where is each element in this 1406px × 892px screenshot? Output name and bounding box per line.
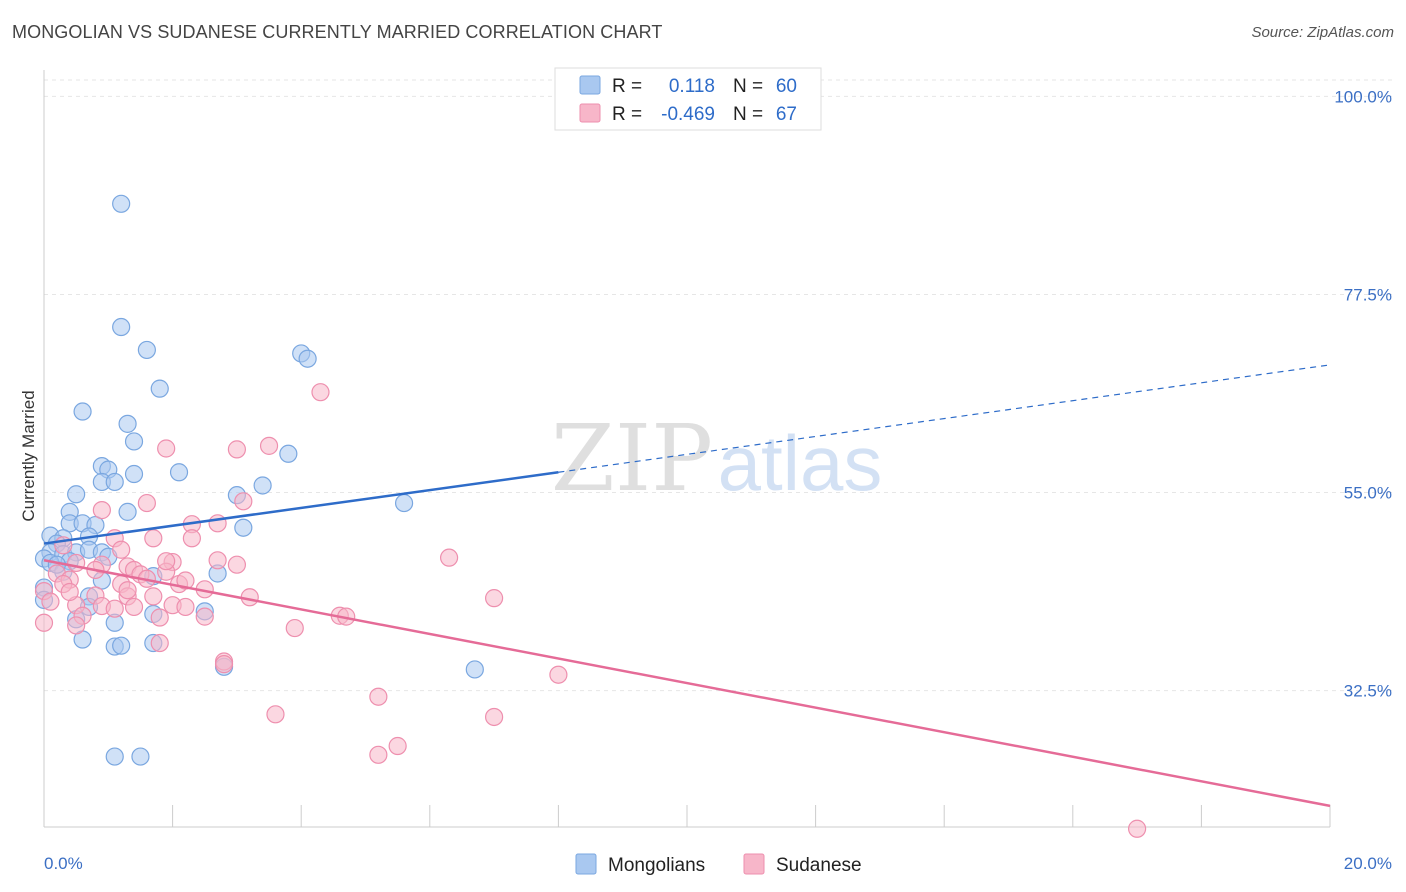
x-tick-label-0: 0.0% xyxy=(44,854,83,873)
mongolian-point-56 xyxy=(465,660,484,679)
sudanese-point-10 xyxy=(144,529,163,548)
stats-legend: R = 0.118 N = 60 R = -0.469 N = 67 xyxy=(554,67,822,131)
sudanese-point-40 xyxy=(176,597,195,617)
mongolian-point-15 xyxy=(105,472,124,492)
sudanese-trend-line xyxy=(43,559,1331,808)
mongolian-point-6 xyxy=(73,402,92,421)
sudanese-point-17 xyxy=(67,553,86,573)
watermark: ZIP atlas xyxy=(551,405,882,512)
mongolian-point-0 xyxy=(112,194,131,213)
sudanese-point-4 xyxy=(137,493,156,513)
sudanese-point-6 xyxy=(92,501,111,520)
sudanese-point-16 xyxy=(439,548,459,567)
mongolian-trend-line xyxy=(43,471,559,545)
mongolian-point-58 xyxy=(131,747,150,766)
chart-title: MONGOLIAN VS SUDANESE CURRENTLY MARRIED … xyxy=(12,22,663,42)
sudanese-point-57 xyxy=(388,736,407,756)
mongolian-point-25 xyxy=(234,518,253,537)
legend-mongolians-label: Mongolians xyxy=(608,855,705,876)
legend-n-value-1: 60 xyxy=(776,76,797,97)
mongolian-point-18 xyxy=(253,476,272,495)
sudanese-point-11 xyxy=(182,529,201,548)
sudanese-point-55 xyxy=(266,705,285,724)
sudanese-point-66 xyxy=(1127,819,1147,838)
sudanese-point-0 xyxy=(311,383,330,402)
mongolian-point-7 xyxy=(118,414,137,433)
y-axis-title: Currently Married xyxy=(19,390,38,521)
sudanese-point-64 xyxy=(118,581,137,600)
mongolian-point-21 xyxy=(118,502,137,521)
sudanese-point-35 xyxy=(41,592,60,611)
watermark-atlas: atlas xyxy=(718,419,883,507)
legend-n-label-2: N = xyxy=(733,104,763,125)
sudanese-point-3 xyxy=(259,436,279,455)
sudanese-point-49 xyxy=(34,613,54,632)
sudanese-point-44 xyxy=(195,607,214,626)
sudanese-point-50 xyxy=(150,633,169,653)
sudanese-point-1 xyxy=(157,439,176,458)
sudanese-point-47 xyxy=(67,616,86,635)
sudanese-point-65 xyxy=(60,582,79,602)
mongolian-trend-extension xyxy=(558,364,1331,473)
mongolian-point-1 xyxy=(112,317,131,337)
sudanese-point-52 xyxy=(214,655,234,674)
sudanese-point-8 xyxy=(208,514,227,533)
series-legend: Mongolians Sudanese xyxy=(575,853,862,876)
legend-r-label-2: R = xyxy=(612,104,642,125)
y-tick-label-0: 100.0% xyxy=(1334,87,1392,106)
mongolian-point-16 xyxy=(67,485,86,504)
sudanese-point-43 xyxy=(150,608,169,627)
mongolian-point-5 xyxy=(298,349,317,368)
sudanese-point-63 xyxy=(176,571,195,590)
mongolian-point-11 xyxy=(124,464,144,484)
sudanese-point-48 xyxy=(285,618,304,638)
mongolian-point-19 xyxy=(394,493,414,513)
mongolian-point-2 xyxy=(137,340,156,360)
sudanese-point-53 xyxy=(549,665,568,684)
sudanese-point-56 xyxy=(485,707,504,727)
y-tick-label-1: 77.5% xyxy=(1344,285,1392,304)
legend-r-label-1: R = xyxy=(612,76,642,97)
sudanese-swatch xyxy=(579,103,601,123)
legend-mongolians-swatch xyxy=(575,853,597,875)
y-tick-label-2: 55.0% xyxy=(1344,484,1392,503)
source-label: Source: ZipAtlas.com xyxy=(1251,24,1394,41)
legend-n-label-1: N = xyxy=(733,76,763,97)
mongolian-point-3 xyxy=(150,379,169,398)
sudanese-point-41 xyxy=(105,599,124,618)
y-tick-label-3: 32.5% xyxy=(1344,682,1392,701)
data-points xyxy=(34,194,1147,838)
sudanese-point-2 xyxy=(227,440,246,459)
watermark-zip: ZIP xyxy=(551,405,713,512)
mongolian-point-57 xyxy=(105,747,124,766)
legend-r-value-2: -0.469 xyxy=(661,104,715,125)
sudanese-point-5 xyxy=(234,492,253,511)
sudanese-point-58 xyxy=(369,745,388,764)
mongolian-swatch xyxy=(579,75,601,95)
sudanese-point-12 xyxy=(112,540,131,559)
mongolian-point-8 xyxy=(124,432,144,451)
x-tick-label-1: 20.0% xyxy=(1344,854,1392,873)
sudanese-point-14 xyxy=(208,551,227,570)
axes xyxy=(43,70,1331,828)
legend-sudanese-label: Sudanese xyxy=(776,855,862,876)
legend-r-value-1: 0.118 xyxy=(669,76,715,97)
mongolian-point-53 xyxy=(112,636,131,655)
sudanese-point-38 xyxy=(124,597,144,617)
mongolian-point-12 xyxy=(169,463,189,482)
sudanese-point-15 xyxy=(227,555,246,574)
y-tick-labels: 100.0% 77.5% 55.0% 32.5% xyxy=(1334,87,1392,700)
sudanese-point-33 xyxy=(144,587,163,606)
sudanese-point-54 xyxy=(369,687,388,706)
x-tick-labels: 0.0% 20.0% xyxy=(44,854,1392,873)
trend-lines xyxy=(43,364,1331,808)
sudanese-point-61 xyxy=(157,552,176,571)
mongolian-point-13 xyxy=(279,444,298,463)
sudanese-point-59 xyxy=(485,589,504,608)
legend-sudanese-swatch xyxy=(743,853,765,875)
legend-n-value-2: 67 xyxy=(776,104,797,125)
